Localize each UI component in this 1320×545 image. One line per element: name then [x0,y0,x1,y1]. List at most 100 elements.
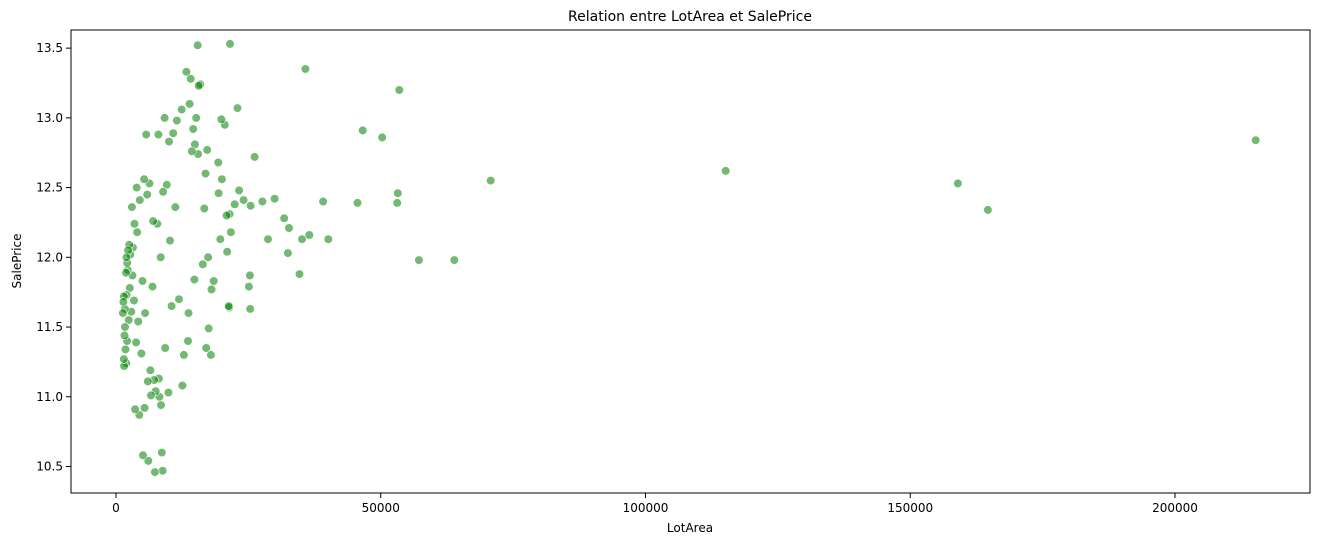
data-point-106 [140,308,150,318]
data-point-84 [160,113,170,123]
data-point-42 [217,174,227,184]
data-point-63 [189,275,199,285]
data-point-137 [120,344,131,355]
data-point-44 [215,234,225,244]
x-tick-label-1: 50000 [362,501,400,515]
data-point-117 [131,337,141,348]
data-point-28 [244,282,254,292]
data-point-13 [318,196,328,207]
data-point-17 [297,234,307,244]
data-point-51 [203,252,213,262]
data-point-64 [188,124,198,134]
data-point-85 [158,187,168,197]
data-point-95 [150,467,160,477]
data-point-110 [137,276,148,286]
data-point-107 [140,403,150,413]
data-point-16 [300,64,311,74]
data-point-145 [118,297,128,307]
data-point-70 [181,67,191,77]
data-point-118 [130,404,140,414]
y-tick-label-2: 11.5 [36,320,63,334]
y-tick-label-4: 12.5 [36,181,63,195]
data-point-100 [145,365,155,375]
data-point-68 [183,308,194,318]
data-point-83 [160,343,170,353]
data-point-143 [119,354,129,364]
data-point-120 [129,295,139,306]
data-point-0 [1251,135,1261,145]
x-tick-label-4: 200000 [1152,501,1198,515]
data-point-45 [214,188,224,198]
data-point-10 [377,132,387,142]
data-point-37 [224,301,234,311]
data-point-140 [119,330,130,341]
data-point-108 [139,174,149,184]
y-tick-label-0: 10.5 [36,460,63,474]
data-point-61 [191,113,201,123]
data-point-26 [246,201,256,211]
data-point-60 [193,40,203,50]
data-point-69 [183,336,193,346]
data-point-71 [179,350,189,360]
plot-frame [70,29,1311,494]
data-point-66 [186,74,196,84]
data-point-46 [213,157,223,168]
data-point-144 [118,308,128,318]
data-point-78 [167,301,177,311]
data-point-97 [148,216,158,226]
data-point-109 [138,450,148,460]
data-point-9 [392,198,402,208]
data-point-21 [279,213,289,223]
data-point-65 [187,146,197,156]
points-layer [118,39,1261,477]
data-point-77 [168,128,178,138]
data-point-30 [239,195,249,205]
data-point-4 [486,176,496,186]
data-point-72 [177,381,187,391]
data-point-49 [206,350,216,360]
data-point-92 [153,130,163,140]
x-tick-label-3: 150000 [887,501,933,515]
y-tick-label-5: 13.0 [36,111,63,125]
data-point-12 [352,198,363,208]
data-point-24 [257,196,268,207]
data-point-99 [146,390,156,401]
data-point-81 [163,388,173,398]
data-point-43 [216,114,226,124]
data-point-50 [204,323,214,334]
y-tick-label-1: 11.0 [36,390,63,404]
chart-title: Relation entre LotArea et SalePrice [568,9,812,25]
data-point-58 [194,81,204,91]
data-point-11 [358,125,368,135]
data-point-2 [953,178,963,188]
data-point-138 [120,322,130,332]
data-point-25 [250,152,260,162]
data-point-67 [185,99,195,109]
data-point-105 [141,130,151,140]
data-point-39 [222,247,232,257]
data-point-53 [202,145,212,155]
data-point-23 [263,234,273,244]
data-point-115 [132,227,142,237]
y-axis-title: SalePrice [10,234,24,289]
data-point-86 [158,466,168,476]
data-point-112 [135,195,145,205]
data-point-89 [156,252,166,262]
x-axis-title: LotArea [667,521,713,535]
data-point-38 [225,39,235,49]
data-point-15 [304,230,314,240]
data-point-32 [232,103,243,113]
data-point-14 [323,234,333,244]
data-point-73 [177,104,187,115]
data-point-134 [121,252,132,262]
data-point-8 [393,188,403,198]
data-point-34 [226,227,236,237]
data-point-98 [147,282,158,292]
data-point-22 [270,194,280,204]
data-point-76 [170,202,180,212]
data-point-74 [174,294,184,304]
data-point-88 [156,400,166,410]
data-point-31 [234,185,244,195]
data-point-40 [222,210,232,221]
data-point-3 [721,166,731,176]
